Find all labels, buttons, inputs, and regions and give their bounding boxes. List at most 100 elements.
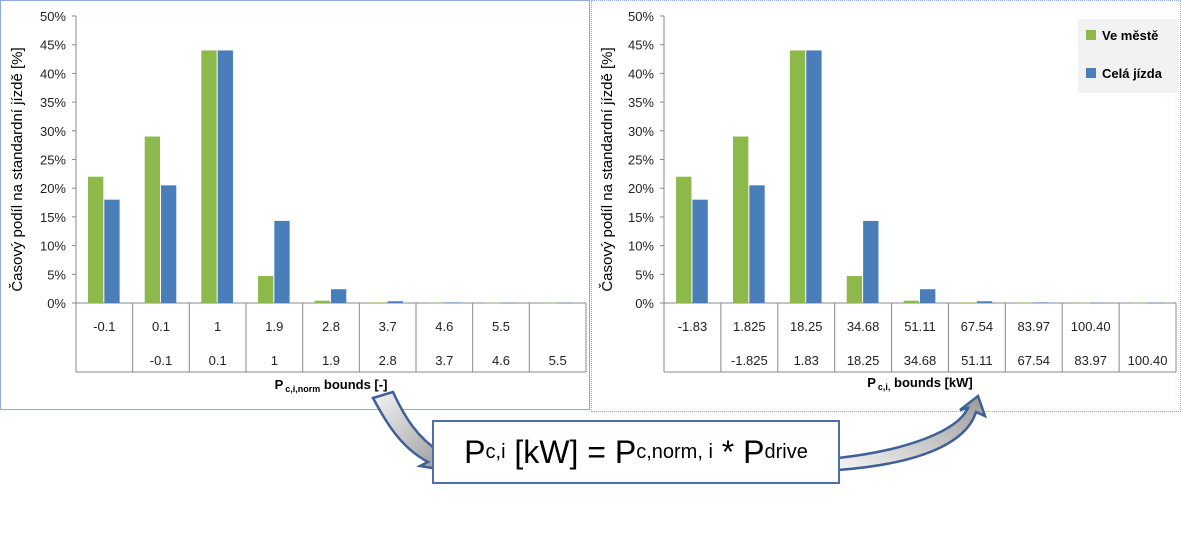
- x-tick-label-lower: 0.1: [209, 353, 227, 368]
- bar-cela-jizda: [749, 185, 765, 303]
- formula-sub-drive: drive: [764, 440, 808, 463]
- x-tick-label-lower: 34.68: [904, 353, 937, 368]
- bar-ve-meste: [1131, 302, 1147, 304]
- arrow-right-curved: [836, 393, 988, 472]
- bar-ve-meste: [732, 136, 749, 303]
- bar-cela-jizda: [1090, 302, 1107, 304]
- bar-ve-meste: [676, 176, 692, 303]
- x-tick-label-lower: 1: [271, 353, 278, 368]
- x-tick-label-upper: 34.68: [847, 319, 880, 334]
- x-tick-label-lower: 83.97: [1074, 353, 1107, 368]
- x-tick-label-upper: 51.11: [904, 319, 936, 334]
- y-tick-label: 30%: [628, 124, 654, 139]
- y-axis-label: Časový podíl na standardní jízdě [%]: [9, 47, 26, 291]
- x-tick-label-lower: 100.40: [1128, 353, 1168, 368]
- y-tick-label: 35%: [40, 95, 66, 110]
- bar-cela-jizda: [806, 50, 822, 303]
- y-tick-label: 25%: [628, 153, 654, 168]
- bar-cela-jizda: [1147, 302, 1163, 304]
- y-tick-label: 50%: [40, 9, 66, 24]
- x-tick-label-lower: 1.9: [322, 353, 340, 368]
- formula-sub-ci: c,i: [485, 440, 506, 463]
- y-tick-label: 30%: [40, 124, 66, 139]
- y-tick-label: 40%: [40, 66, 66, 81]
- left-chart-panel: [0, 0, 590, 410]
- bar-ve-meste: [903, 300, 919, 303]
- x-tick-label-upper: -0.1: [93, 319, 115, 334]
- x-tick-label-upper: 83.97: [1018, 319, 1051, 334]
- y-tick-label: 5%: [635, 267, 654, 282]
- y-tick-label: 35%: [628, 95, 654, 110]
- bar-cela-jizda: [920, 289, 936, 303]
- x-tick-label-lower: 18.25: [847, 353, 880, 368]
- x-tick-label-lower: -0.1: [150, 353, 172, 368]
- x-tick-label-lower: 4.6: [492, 353, 510, 368]
- legend-swatch: [1086, 30, 1096, 40]
- x-tick-label-lower: 5.5: [549, 353, 567, 368]
- x-tick-label-upper: 1.9: [265, 319, 283, 334]
- x-tick-label-lower: 1.83: [794, 353, 819, 368]
- formula-star: * P: [712, 433, 765, 470]
- bar-cela-jizda: [387, 301, 403, 303]
- bar-ve-meste: [88, 176, 104, 303]
- formula-mid: [kW] = P: [505, 433, 637, 470]
- bar-cela-jizda: [692, 199, 708, 303]
- x-tick-label-lower: 3.7: [435, 353, 453, 368]
- bar-cela-jizda: [331, 289, 347, 303]
- chart-left: 0% 5% 10% 15% 20% 25% 30% 35% 40% 45% 50% Časový po…: [9, 9, 587, 394]
- bar-ve-meste: [201, 50, 217, 303]
- bar-cela-jizda: [161, 185, 177, 303]
- y-tick-label: 0%: [47, 296, 66, 311]
- y-tick-label: 45%: [40, 38, 66, 53]
- y-tick-label: 25%: [40, 153, 66, 168]
- x-tick-label-upper: 1.825: [733, 319, 766, 334]
- formula-p1: P: [464, 433, 486, 470]
- bar-ve-meste: [960, 302, 976, 304]
- legend-swatch: [1086, 68, 1096, 78]
- x-tick-label-lower: 67.54: [1018, 353, 1051, 368]
- bar-ve-meste: [541, 302, 557, 304]
- y-tick-label: 0%: [635, 296, 654, 311]
- chart-right: 0% 5% 10% 15% 20% 25% 30% 35% 40% 45% 50% Časový po…: [599, 9, 1178, 392]
- bar-ve-meste: [314, 300, 330, 303]
- x-tick-label-upper: 1: [214, 319, 221, 334]
- y-tick-label: 15%: [40, 210, 66, 225]
- y-tick-label: 5%: [47, 267, 66, 282]
- y-tick-label: 10%: [40, 239, 66, 254]
- y-tick-label: 20%: [628, 181, 654, 196]
- bar-cela-jizda: [976, 301, 993, 303]
- y-tick-label: 15%: [628, 210, 654, 225]
- x-tick-label-upper: 100.40: [1071, 319, 1111, 334]
- bar-ve-meste: [428, 302, 444, 304]
- x-tick-label-upper: 3.7: [379, 319, 397, 334]
- y-tick-label: 20%: [40, 181, 66, 196]
- bar-ve-meste: [1017, 302, 1033, 304]
- y-axis-label: Časový podíl na standardní jízdě [%]: [599, 47, 616, 291]
- x-tick-label-upper: 4.6: [435, 319, 453, 334]
- bar-ve-meste: [846, 276, 863, 303]
- bar-cela-jizda: [217, 50, 233, 303]
- x-tick-label-lower: 51.11: [961, 353, 993, 368]
- x-tick-label-upper: -1.83: [678, 319, 708, 334]
- y-tick-label: 40%: [628, 66, 654, 81]
- bar-cela-jizda: [104, 199, 120, 303]
- bar-cela-jizda: [501, 302, 517, 304]
- y-tick-label: 45%: [628, 38, 654, 53]
- formula-sub-cnorm: c,norm, i: [636, 440, 713, 463]
- y-tick-label: 50%: [628, 9, 654, 24]
- bar-ve-meste: [1074, 302, 1090, 304]
- x-tick-label-upper: 2.8: [322, 319, 340, 334]
- legend-label: Ve městě: [1102, 28, 1158, 43]
- bar-ve-meste: [258, 276, 274, 303]
- bar-cela-jizda: [274, 220, 290, 303]
- bar-cela-jizda: [863, 220, 879, 303]
- bar-cela-jizda: [1033, 302, 1050, 304]
- x-tick-label-upper: 5.5: [492, 319, 510, 334]
- bar-ve-meste: [484, 302, 500, 304]
- x-tick-label-upper: 67.54: [961, 319, 994, 334]
- bar-cela-jizda: [444, 302, 460, 304]
